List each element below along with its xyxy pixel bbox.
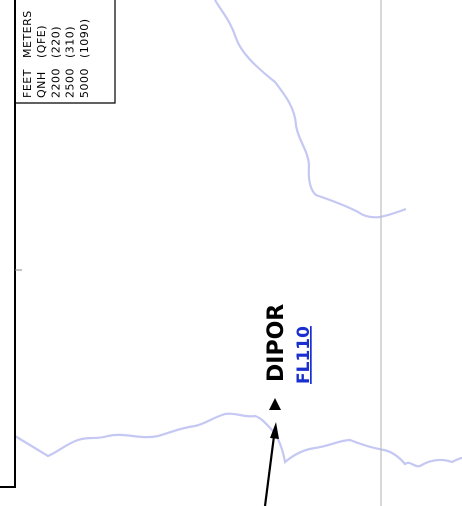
frame: [0, 0, 16, 488]
arrow-head: [270, 422, 279, 439]
table-cell: 2500: [64, 68, 77, 98]
table-cell: FEET: [21, 69, 34, 98]
table-cell: (QFE): [35, 25, 48, 58]
table-box: [15, 0, 116, 104]
table-cell: (220): [49, 26, 62, 58]
table-cell: QNH: [35, 71, 48, 98]
arrow-shaft: [263, 435, 276, 506]
flight-level: FL110: [294, 326, 314, 384]
table-cell: METERS: [21, 10, 34, 58]
boundary-line: [14, 412, 462, 468]
fix-name: DIPOR: [264, 304, 289, 382]
table-cell: 5000: [78, 68, 91, 98]
table-cell: 2200: [49, 68, 62, 98]
table-cell: (310): [64, 26, 77, 58]
table-cell: (1090): [78, 18, 91, 58]
boundary-line: [214, 0, 407, 219]
fix-triangle: [269, 398, 281, 410]
